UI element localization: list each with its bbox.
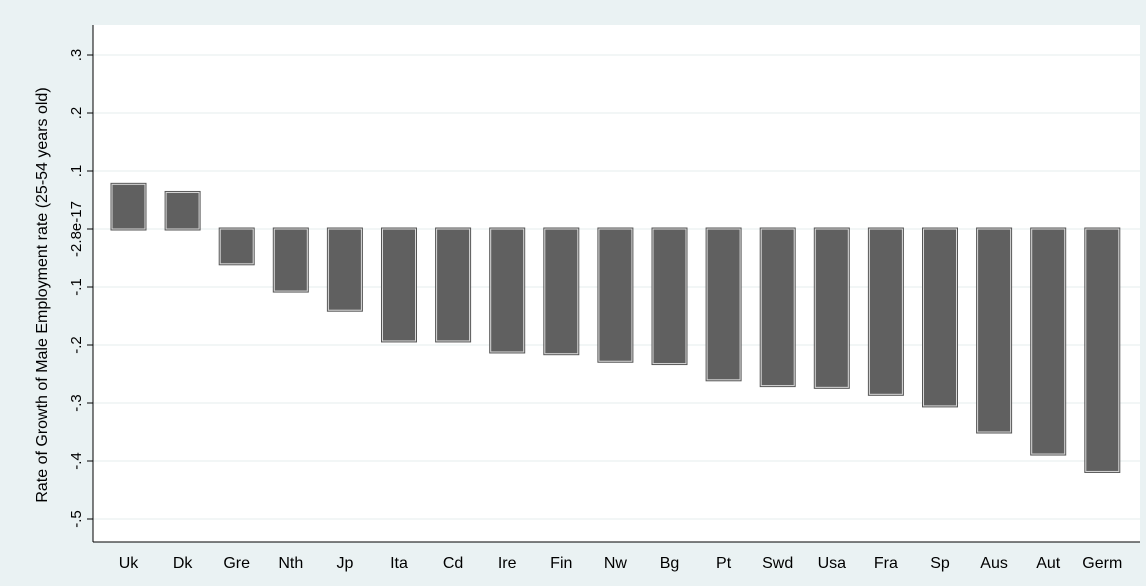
x-tick-label: Cd [443,555,463,572]
bar-outline [813,227,850,389]
bar-outline [867,227,904,396]
bar-outline [164,190,201,231]
bar [490,228,525,353]
x-axis-ticks: Uk Dk Gre Nth Jp Ita Cd Ire Fin Nw Bg Pt Swd Usa Fra Sp… [119,555,1123,572]
x-tick-label: Swd [762,555,793,572]
bar [652,228,687,365]
bar-outline [489,227,526,354]
y-tick-label: -.4 [68,452,85,470]
bar-outline [543,227,580,356]
y-tick-label: -2.8e-17 [68,201,85,257]
x-tick-label: Germ [1082,555,1122,572]
bar [1031,228,1066,455]
x-tick-label: Sp [930,555,950,572]
bar-outline [110,182,147,231]
bar [111,183,146,230]
y-tick-label: -.2 [68,336,85,354]
x-tick-label: Aut [1036,555,1061,572]
x-tick-label: Gre [223,555,250,572]
bar [544,228,579,355]
bar [706,228,741,381]
x-tick-label: Jp [336,555,353,572]
x-tick-label: Ire [498,555,517,572]
bar [165,191,200,230]
bar [219,228,254,265]
bar [977,228,1012,433]
bar [760,228,795,387]
y-tick-label: .1 [68,165,85,178]
y-tick-label: -.3 [68,394,85,412]
x-tick-label: Ita [390,555,408,572]
bar-outline [272,227,309,293]
bar [814,228,849,388]
x-tick-label: Dk [173,555,194,572]
bar [868,228,903,395]
bar [327,228,362,311]
x-tick-label: Uk [119,555,140,572]
y-axis-title: Rate of Growth of Male Employment rate (… [34,87,51,502]
x-tick-label: Fin [550,555,572,572]
bar-outline [759,227,796,388]
bar [273,228,308,292]
x-tick-label: Fra [874,555,898,572]
bar [1085,228,1120,472]
bar-outline [651,227,688,366]
bar-outline [435,227,472,343]
y-axis-ticks: -.5 -.4 -.3 -.2 -.1 -2.8e-17 .1 .2 .3 [68,49,93,528]
y-tick-label: .2 [68,107,85,120]
bar-outline [976,227,1013,434]
bar-outline [1030,227,1067,456]
bar-outline [381,227,417,343]
bar [923,228,957,407]
x-tick-label: Aus [980,555,1008,572]
bar [598,228,633,362]
bar-outline [597,227,634,363]
x-tick-label: Pt [716,555,732,572]
bar [382,228,416,342]
bar-outline [326,227,363,312]
bar-outline [1084,227,1121,473]
x-tick-label: Nth [278,555,303,572]
x-tick-label: Nw [604,555,628,572]
x-tick-label: Usa [818,555,847,572]
x-tick-label: Bg [660,555,680,572]
bar-outline [705,227,742,382]
bars [110,182,1121,473]
y-tick-label: -.5 [68,510,85,528]
y-tick-label: .3 [68,49,85,62]
y-tick-label: -.1 [68,278,85,296]
bar-outline [922,227,958,408]
bar-outline [218,227,255,266]
bar [436,228,471,342]
